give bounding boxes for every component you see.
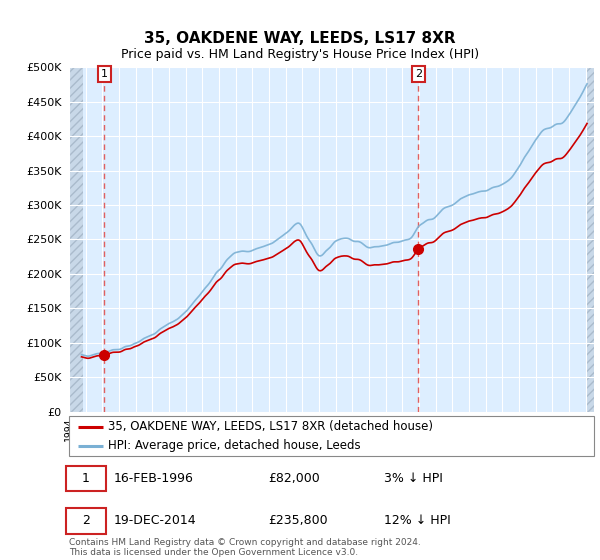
Text: £235,800: £235,800: [269, 515, 328, 528]
Text: 2: 2: [82, 515, 90, 528]
Text: 35, OAKDENE WAY, LEEDS, LS17 8XR: 35, OAKDENE WAY, LEEDS, LS17 8XR: [144, 31, 456, 46]
Text: 1: 1: [82, 472, 90, 485]
Text: 1: 1: [101, 69, 108, 79]
FancyBboxPatch shape: [67, 466, 106, 492]
Text: HPI: Average price, detached house, Leeds: HPI: Average price, detached house, Leed…: [109, 439, 361, 452]
Text: £82,000: £82,000: [269, 472, 320, 485]
Text: Price paid vs. HM Land Registry's House Price Index (HPI): Price paid vs. HM Land Registry's House …: [121, 48, 479, 60]
Text: Contains HM Land Registry data © Crown copyright and database right 2024.
This d: Contains HM Land Registry data © Crown c…: [69, 538, 421, 557]
Text: 3% ↓ HPI: 3% ↓ HPI: [384, 472, 443, 485]
Text: 16-FEB-1996: 16-FEB-1996: [113, 472, 193, 485]
Text: 35, OAKDENE WAY, LEEDS, LS17 8XR (detached house): 35, OAKDENE WAY, LEEDS, LS17 8XR (detach…: [109, 421, 433, 433]
FancyBboxPatch shape: [67, 508, 106, 534]
Text: 2: 2: [415, 69, 422, 79]
Bar: [69, 67, 83, 412]
Bar: [587, 67, 595, 412]
Text: 19-DEC-2014: 19-DEC-2014: [113, 515, 196, 528]
Text: 12% ↓ HPI: 12% ↓ HPI: [384, 515, 451, 528]
